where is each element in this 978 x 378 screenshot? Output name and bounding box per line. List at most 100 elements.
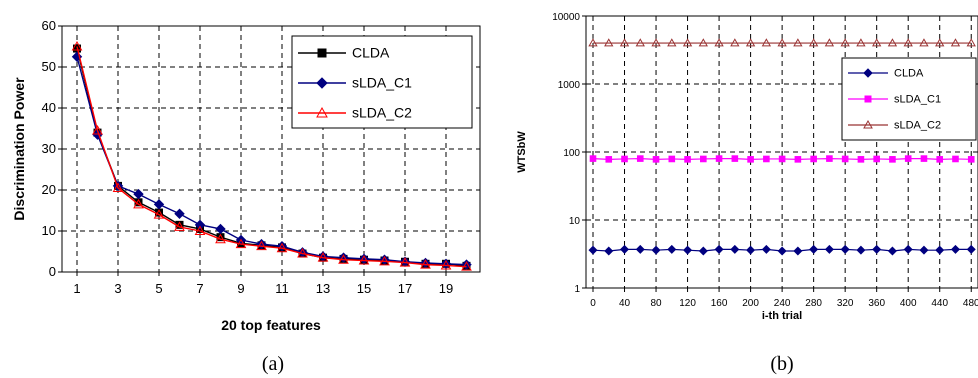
- data-point: [668, 155, 676, 163]
- x-tick-label: 120: [679, 298, 696, 309]
- legend-swatch-marker: [316, 106, 328, 118]
- data-point: [747, 156, 754, 163]
- data-point: [92, 125, 103, 135]
- data-point: [698, 246, 708, 256]
- x-tick-label: 80: [650, 298, 662, 309]
- data-point: [153, 209, 165, 219]
- data-point: [935, 38, 945, 47]
- legend-label: sLDA_C2: [894, 120, 941, 132]
- data-point: [872, 38, 882, 47]
- legend-swatch-marker: [863, 119, 873, 129]
- data-point: [619, 38, 630, 47]
- data-point: [604, 246, 614, 256]
- x-tick-label: 400: [900, 298, 917, 309]
- data-point: [652, 156, 660, 163]
- data-point: [745, 38, 756, 47]
- x-tick-label: 480: [963, 298, 978, 309]
- data-point: [856, 38, 866, 47]
- x-tick-label: 5: [155, 281, 162, 296]
- data-point: [810, 155, 817, 163]
- legend-swatch-marker: [864, 95, 872, 103]
- data-point: [698, 38, 708, 47]
- data-point: [683, 245, 693, 255]
- data-point: [440, 259, 452, 270]
- data-point: [873, 155, 880, 163]
- data-point: [952, 155, 959, 163]
- x-axis-label: 20 top features: [221, 317, 321, 333]
- data-point: [903, 244, 913, 254]
- data-point: [589, 155, 597, 162]
- data-point: [935, 245, 945, 255]
- data-point: [904, 155, 912, 162]
- y-tick-label: 100: [563, 148, 580, 159]
- data-point: [620, 244, 630, 254]
- y-tick-label: 10: [42, 223, 56, 238]
- data-point: [761, 38, 772, 47]
- x-tick-label: 1: [73, 281, 80, 296]
- chart-b: 1 10 100 1000 10000 0 40 80 120 160 200 240 280 320 36…: [516, 12, 978, 375]
- figure-caption: (a): [262, 353, 284, 375]
- data-point: [194, 219, 206, 231]
- data-point: [215, 223, 226, 235]
- legend-label: CLDA: [894, 68, 924, 80]
- data-point: [746, 245, 756, 255]
- x-tick-label: 19: [439, 281, 453, 296]
- data-point: [604, 38, 614, 47]
- data-point: [824, 38, 835, 47]
- data-point: [635, 38, 645, 47]
- data-point: [174, 208, 185, 219]
- data-point: [112, 182, 124, 192]
- data-point: [297, 248, 308, 258]
- data-point: [714, 244, 724, 254]
- data-point: [358, 255, 370, 265]
- y-tick-label: 30: [42, 141, 56, 156]
- data-point: [936, 156, 944, 163]
- data-point: [153, 199, 165, 210]
- x-axis-label: i-th trial: [762, 310, 802, 322]
- figure-caption: (b): [770, 353, 793, 375]
- data-point: [794, 156, 802, 163]
- data-point: [651, 38, 661, 47]
- data-point: [919, 245, 929, 255]
- data-point: [950, 244, 960, 254]
- data-point: [194, 225, 206, 235]
- legend-label: CLDA: [352, 45, 390, 61]
- data-point: [133, 198, 144, 209]
- x-tick-label: 160: [711, 298, 728, 309]
- x-tick-label: 7: [196, 281, 203, 296]
- data-point: [276, 242, 288, 253]
- x-tick-label: 15: [357, 281, 371, 296]
- data-point: [174, 221, 185, 231]
- data-point: [235, 238, 247, 249]
- y-tick-label: 1000: [558, 80, 581, 91]
- data-point: [966, 244, 976, 254]
- x-tick-label: 17: [398, 281, 412, 296]
- legend-swatch-marker: [317, 48, 327, 58]
- data-point: [793, 38, 803, 47]
- data-point: [903, 38, 913, 47]
- legend-label: sLDA_C1: [894, 94, 941, 106]
- x-tick-label: 440: [931, 298, 948, 309]
- data-point: [761, 244, 771, 254]
- data-point: [841, 155, 849, 163]
- legend-label: sLDA_C1: [352, 75, 412, 91]
- data-point: [714, 38, 724, 47]
- legend-label: sLDA_C2: [352, 105, 412, 121]
- data-point: [826, 155, 833, 162]
- data-point: [840, 38, 850, 47]
- data-point: [256, 240, 267, 251]
- data-point: [399, 257, 411, 267]
- data-point: [872, 244, 882, 254]
- data-point: [763, 155, 770, 163]
- data-point: [857, 156, 865, 163]
- data-point: [651, 245, 661, 255]
- data-point: [856, 245, 866, 255]
- data-point: [731, 155, 739, 162]
- data-point: [950, 38, 961, 47]
- data-point: [730, 38, 740, 47]
- data-point: [588, 38, 598, 47]
- legend-swatch-marker: [863, 68, 873, 78]
- data-point: [966, 38, 976, 47]
